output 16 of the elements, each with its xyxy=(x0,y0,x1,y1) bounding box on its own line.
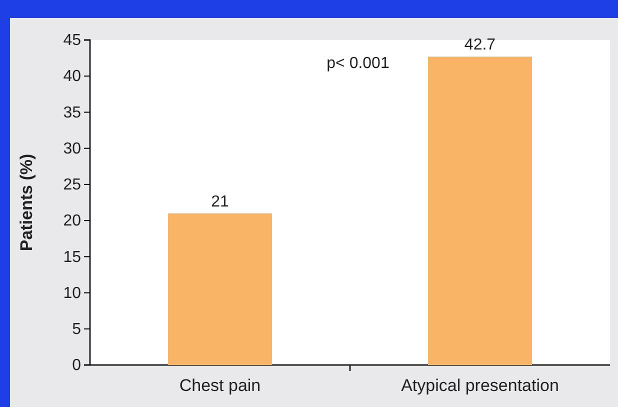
y-tick-label: 0 xyxy=(72,357,82,374)
y-tick-label: 30 xyxy=(63,140,82,158)
y-tick-label: 45 xyxy=(63,32,82,50)
y-tick-label: 20 xyxy=(63,212,82,230)
y-tick-label: 15 xyxy=(63,248,82,266)
data-label: 21 xyxy=(211,193,229,210)
y-tick-label: 40 xyxy=(63,68,82,86)
x-tick-label: Chest pain xyxy=(179,376,261,396)
y-tick-label: 5 xyxy=(72,321,82,338)
y-tick-label: 35 xyxy=(63,104,82,122)
y-tick-label: 10 xyxy=(63,284,82,302)
y-axis-title: Patients (%) xyxy=(17,154,36,252)
x-tick-label: Atypical presentation xyxy=(401,376,559,396)
data-label: 42.7 xyxy=(464,36,496,54)
y-tick-label: 25 xyxy=(63,176,82,194)
annotation: p< 0.001 xyxy=(326,55,390,72)
